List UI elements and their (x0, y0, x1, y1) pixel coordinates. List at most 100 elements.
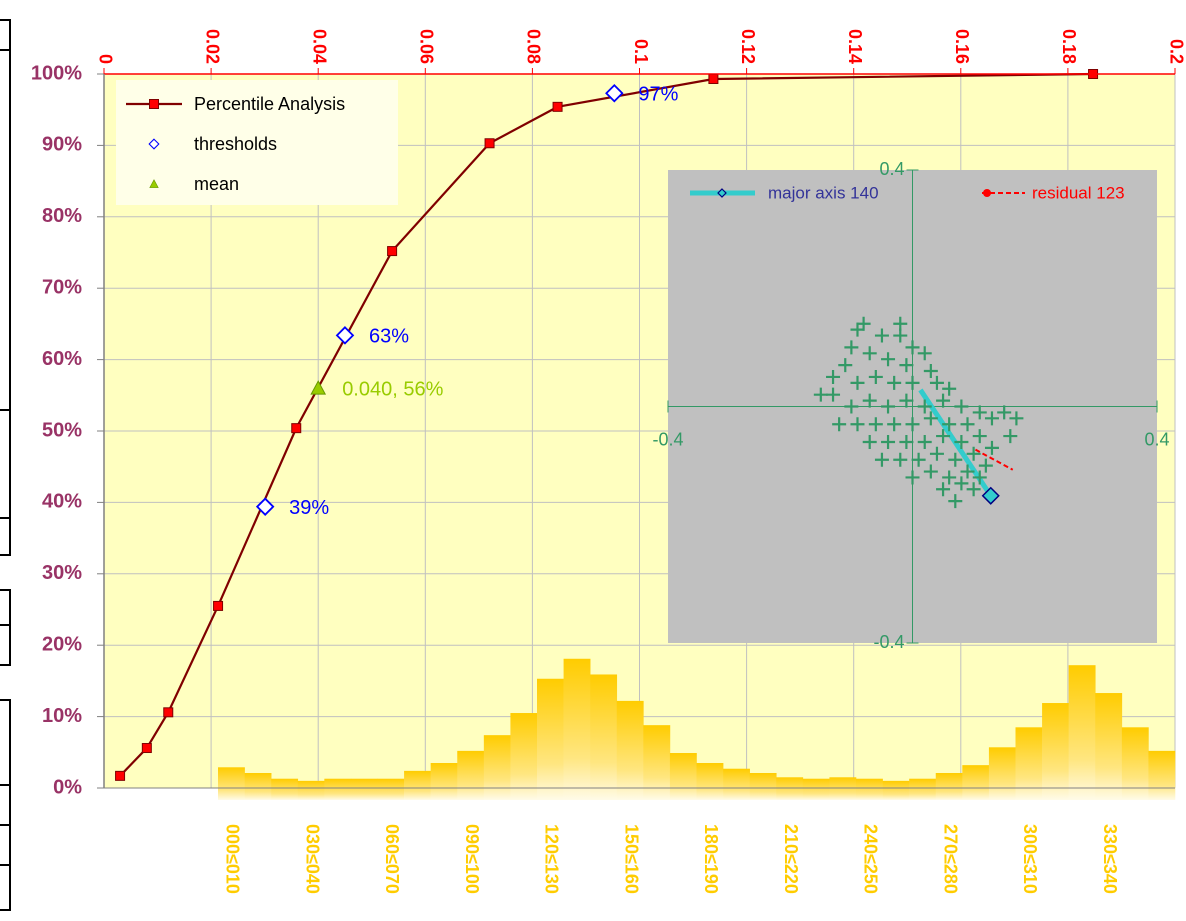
scatter-point (850, 375, 865, 390)
bar (962, 765, 990, 800)
scatter-point (948, 452, 963, 467)
y-tick-label: 100% (31, 62, 82, 84)
data-point (115, 770, 126, 781)
data-point (163, 707, 174, 718)
scatter-point (942, 417, 957, 432)
data-point (141, 743, 152, 754)
scatter-point (936, 429, 951, 444)
scatter-point (997, 405, 1012, 420)
bar (802, 778, 830, 800)
bar (749, 773, 777, 800)
bar (909, 778, 937, 800)
scatter-point (942, 381, 957, 396)
scatter-point (978, 458, 993, 473)
scatter-point (893, 316, 908, 331)
bar (404, 770, 431, 800)
bar (616, 700, 644, 800)
bar (510, 713, 538, 800)
x-category-label: 210≤220 (781, 824, 801, 894)
scatter-point (954, 476, 969, 491)
x-tick-label: 0.04 (309, 29, 329, 64)
scatter-point (832, 417, 847, 432)
scatter-point (881, 352, 896, 367)
scatter-point (887, 375, 902, 390)
data-point (387, 246, 398, 257)
bar (723, 768, 750, 800)
data-label: 39% (289, 497, 329, 519)
data-point (310, 380, 327, 395)
scatter-point (899, 358, 914, 373)
scatter-point (862, 393, 877, 408)
legend-marker (149, 99, 159, 109)
x-category-label: 000≤010 (223, 824, 243, 894)
x-category-label: 090≤100 (462, 824, 482, 894)
x-tick-label: 0.1 (631, 39, 651, 64)
x-category-label: 150≤160 (621, 824, 641, 894)
scatter-point (917, 346, 932, 361)
y-tick-label: 20% (42, 633, 82, 655)
scatter-point (923, 411, 938, 426)
scatter-point (893, 328, 908, 343)
bar (1042, 703, 1069, 800)
scatter-point (923, 364, 938, 379)
scatter-point (838, 358, 853, 373)
scatter-point (826, 387, 841, 402)
inset-series-line (974, 448, 1014, 471)
bar (218, 767, 245, 800)
side-frames (0, 19, 11, 911)
scatter-point (911, 452, 926, 467)
scatter-point (1009, 411, 1024, 426)
x-category-label: 120≤130 (542, 824, 562, 894)
scatter-point (936, 393, 951, 408)
scatter-point (972, 405, 987, 420)
scatter-point (868, 417, 883, 432)
scatter-point (954, 434, 969, 449)
legend: Percentile Analysis thresholds mean (116, 80, 398, 205)
bar (324, 778, 352, 800)
scatter-point (887, 417, 902, 432)
data-point (255, 497, 275, 516)
scatter-point (899, 393, 914, 408)
x-tick-label: 0.12 (738, 29, 758, 64)
data-label: 97% (638, 84, 678, 106)
scatter-point (850, 417, 865, 432)
bar (988, 747, 1016, 800)
scatter-point (917, 399, 932, 414)
bar (590, 674, 618, 800)
data-point (708, 73, 719, 84)
inset-legend-marker (983, 189, 991, 197)
y-tick-label: 40% (42, 491, 82, 513)
scatter-point (844, 340, 859, 355)
bar (1148, 750, 1176, 800)
scatter-point (826, 369, 841, 384)
bar (244, 773, 272, 800)
x-category-label: 300≤310 (1020, 824, 1040, 894)
scatter-point (850, 322, 865, 337)
bar (457, 750, 485, 800)
scatter-point (868, 369, 883, 384)
scatter-point (893, 452, 908, 467)
major-axis-end (981, 486, 1000, 505)
y-tick-label: 80% (42, 205, 82, 227)
data-label: 0.040, 56% (342, 378, 443, 400)
x-category-label: 330≤340 (1100, 824, 1120, 894)
inset-y-tick-label: 0.4 (879, 159, 904, 179)
scatter-point (874, 328, 889, 343)
bar (669, 753, 697, 800)
scatter-point (899, 434, 914, 449)
histogram (218, 658, 1176, 800)
scatter-point (881, 434, 896, 449)
legend-label: thresholds (194, 134, 277, 154)
data-point (213, 600, 224, 611)
scatter-point (936, 482, 951, 497)
x-category-label: 240≤250 (861, 824, 881, 894)
bar (430, 763, 458, 800)
data-point (291, 423, 302, 434)
x-tick-label: 0.18 (1059, 29, 1079, 64)
x-category-label: 030≤040 (302, 824, 322, 894)
data-point (605, 84, 624, 103)
scatter-point (905, 417, 920, 432)
legend-marker (148, 138, 160, 150)
